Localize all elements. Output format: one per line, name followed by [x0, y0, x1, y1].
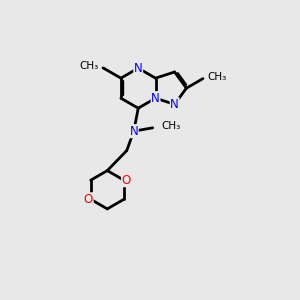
- Text: O: O: [84, 193, 93, 206]
- Text: N: N: [170, 98, 179, 111]
- Text: CH₃: CH₃: [207, 72, 226, 82]
- Text: CH₃: CH₃: [80, 61, 99, 71]
- Text: N: N: [129, 125, 138, 138]
- Text: N: N: [151, 92, 160, 105]
- Text: N: N: [134, 61, 142, 75]
- Text: CH₃: CH₃: [161, 122, 180, 131]
- Text: O: O: [122, 174, 131, 187]
